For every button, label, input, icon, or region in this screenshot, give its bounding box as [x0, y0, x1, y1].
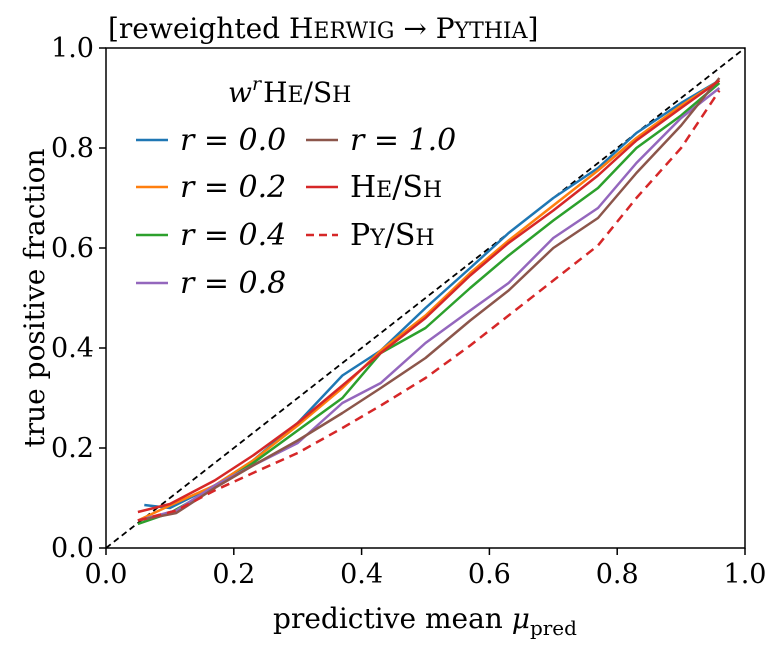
tick-layer: 0.0 0.2 0.4 0.6 0.8 1.0 0.0 0.2 0.4 0.6 0.8 1.0	[51, 33, 766, 590]
x-tick-label: 0.4	[340, 559, 383, 590]
y-tick-label: 0.4	[51, 333, 94, 364]
x-tick-label: 0.2	[212, 559, 255, 590]
x-axis-label: predictive mean μpred	[273, 602, 577, 640]
series-layer	[137, 77, 721, 526]
series-line-4	[137, 77, 721, 522]
legend-label-r00: r = 0.0	[180, 123, 286, 158]
y-tick-label: 0.2	[51, 433, 94, 464]
series-line-3	[137, 87, 721, 522]
y-tick-label: 1.0	[51, 33, 94, 64]
plot-frame	[105, 47, 746, 549]
x-tick-label: 0.8	[596, 559, 639, 590]
y-tick-label: 0.6	[51, 233, 94, 264]
x-tick-label: 0.6	[468, 559, 511, 590]
chart-title: [reweighted HERWIG → PYTHIA]	[108, 12, 538, 45]
y-axis-label: true positive fraction	[18, 149, 51, 448]
x-tick-label: 0.0	[85, 559, 128, 590]
legend-label-he-sh: HE/SH	[350, 170, 442, 205]
legend-label-r08: r = 0.8	[180, 266, 286, 301]
series-line-1	[137, 79, 721, 522]
x-tick-label: 1.0	[724, 559, 767, 590]
legend-label-r04: r = 0.4	[180, 218, 286, 253]
legend-label-r02: r = 0.2	[180, 170, 286, 205]
diagonal-reference-line	[105, 47, 746, 549]
series-line-6	[137, 89, 721, 522]
y-tick-label: 0.8	[51, 133, 94, 164]
legend-label-r10: r = 1.0	[350, 123, 456, 158]
legend-title: wrHE/SH	[228, 73, 351, 109]
legend-label-py-sh: PY/SH	[350, 218, 435, 253]
legend: wrHE/SH r = 0.0 r = 0.2 r = 0.4 r = 0.8 …	[136, 73, 456, 301]
y-tick-label: 0.0	[51, 533, 94, 564]
series-line-5	[137, 79, 721, 514]
